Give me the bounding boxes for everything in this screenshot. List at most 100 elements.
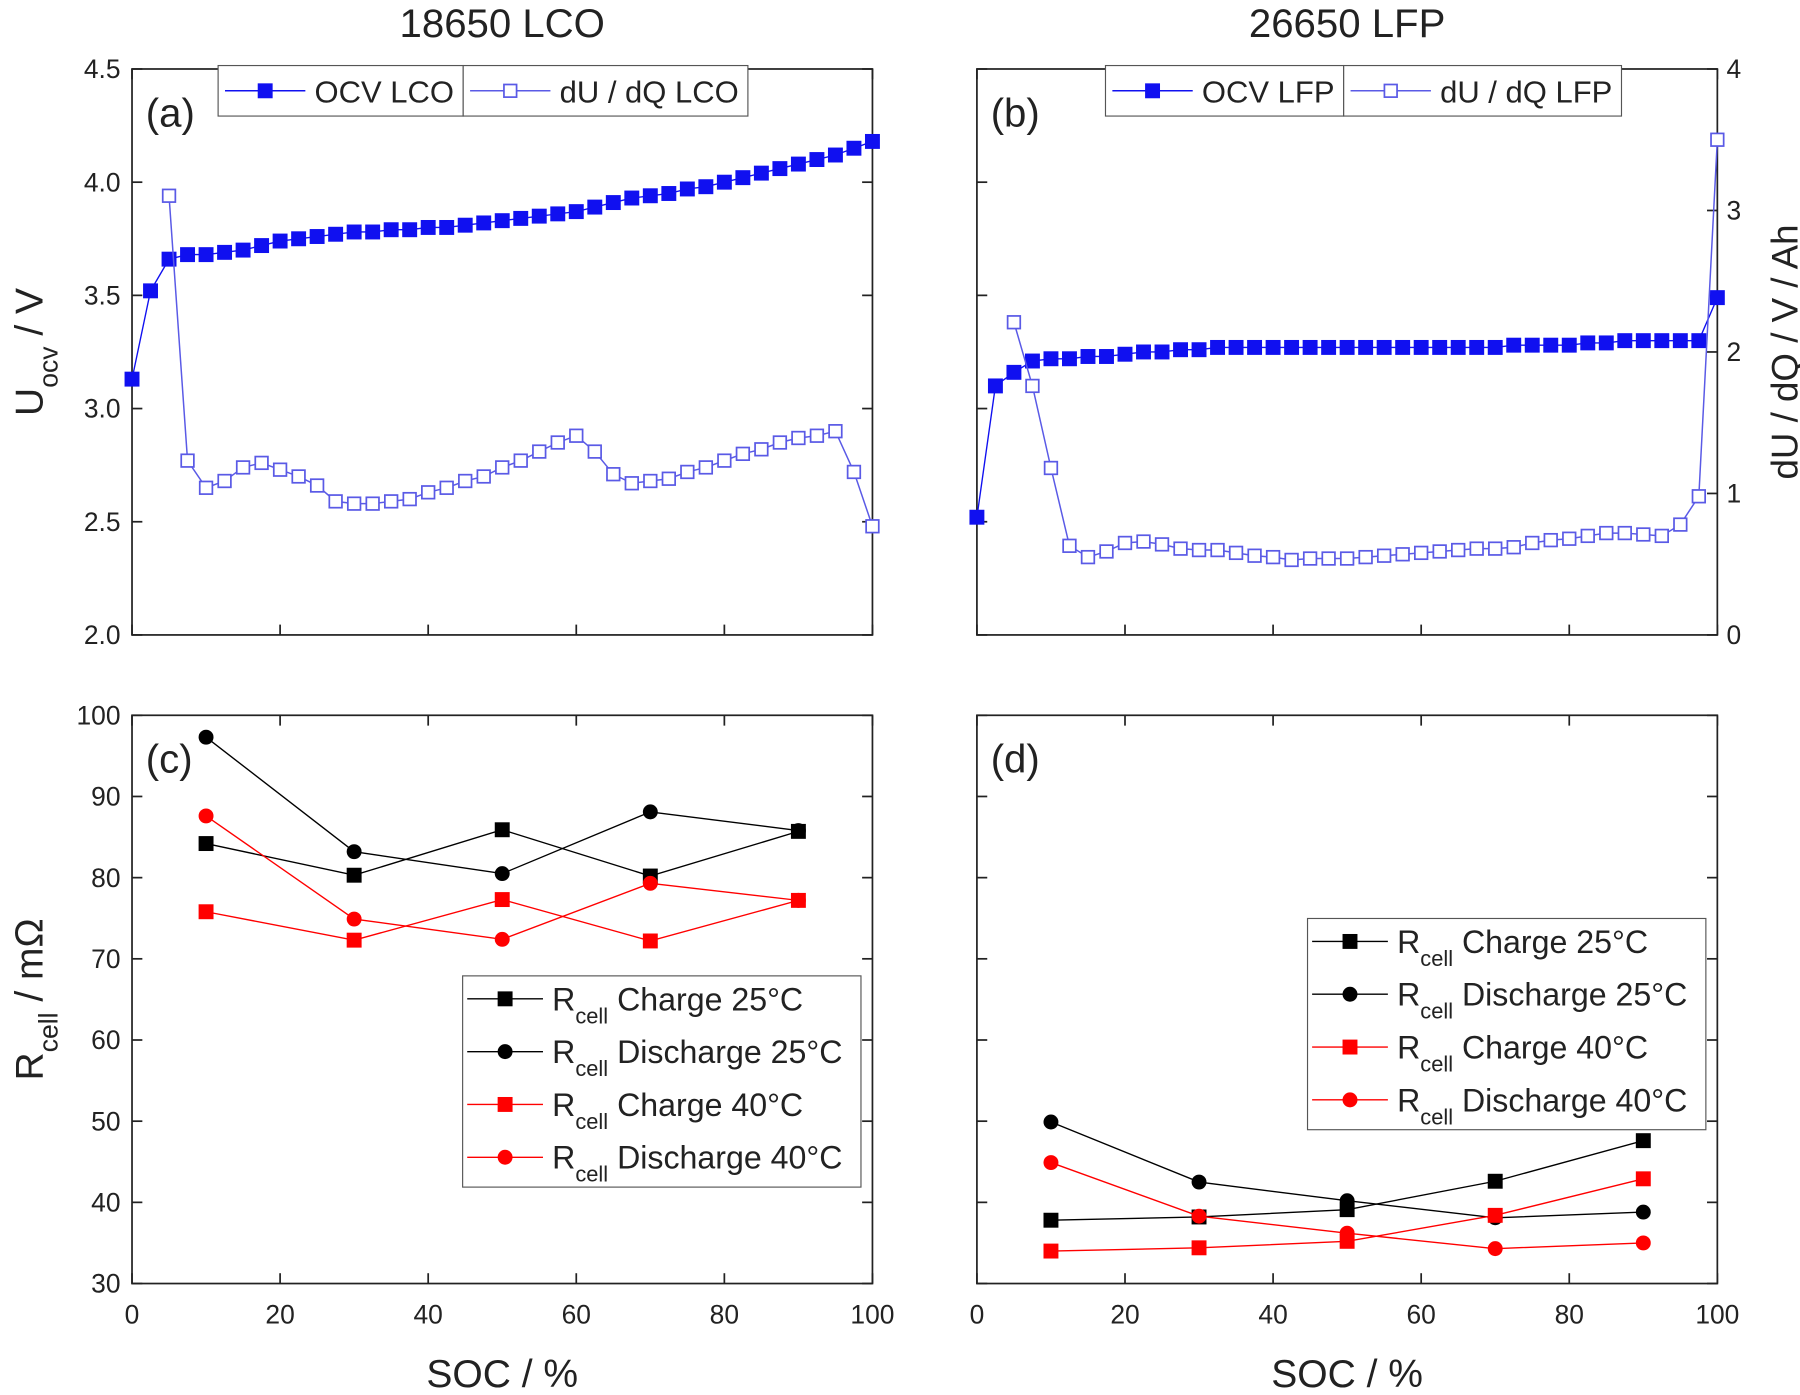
marker — [1210, 542, 1225, 558]
marker — [476, 469, 491, 484]
marker — [1691, 333, 1707, 349]
marker — [513, 210, 529, 226]
marker — [1342, 1092, 1358, 1108]
plot-frame — [131, 714, 874, 1285]
marker — [1302, 551, 1318, 566]
legend-label-text: Charge 40°C — [608, 1087, 803, 1123]
legend-label: OCV LFP — [1202, 74, 1335, 109]
marker — [550, 206, 566, 222]
marker — [513, 453, 528, 468]
legend-label-base: R — [552, 1034, 575, 1070]
marker — [846, 464, 862, 480]
marker — [1395, 547, 1410, 562]
marker — [495, 460, 510, 475]
marker — [624, 190, 640, 206]
marker — [1450, 339, 1466, 355]
marker — [1284, 339, 1300, 355]
y-tick-label: 60 — [91, 1025, 120, 1055]
marker — [1136, 344, 1151, 360]
marker — [1598, 335, 1614, 351]
marker — [1024, 353, 1040, 369]
marker — [1117, 346, 1133, 362]
y-axis-label: Uocv / V — [8, 288, 63, 416]
marker — [1321, 551, 1336, 566]
marker — [1709, 290, 1725, 306]
series-line — [205, 736, 799, 875]
marker — [1099, 544, 1114, 559]
marker — [865, 519, 880, 534]
marker — [1561, 337, 1577, 353]
marker — [1376, 548, 1392, 563]
marker — [1099, 349, 1114, 364]
legend-label-sub: cell — [1420, 945, 1453, 970]
y-tick-label: 90 — [91, 782, 120, 812]
legend-label-text: Discharge 40°C — [608, 1140, 842, 1176]
marker — [827, 147, 843, 163]
y-tick-label: 70 — [91, 944, 120, 974]
marker — [698, 179, 714, 195]
marker — [161, 188, 177, 203]
marker — [457, 217, 473, 233]
marker — [1342, 1039, 1358, 1055]
marker — [458, 473, 473, 489]
marker — [180, 453, 195, 468]
legend-label-base: R — [1397, 1030, 1420, 1066]
marker — [346, 932, 362, 948]
legend-label-text: Discharge 25°C — [608, 1034, 842, 1070]
marker — [217, 473, 232, 489]
marker — [497, 1149, 513, 1165]
marker — [235, 242, 251, 258]
marker — [124, 371, 140, 387]
marker — [1080, 349, 1096, 364]
marker — [679, 181, 695, 197]
marker — [503, 83, 518, 98]
marker — [1173, 541, 1188, 556]
marker — [1469, 339, 1485, 355]
marker — [1191, 342, 1207, 358]
marker — [531, 208, 547, 224]
legend-label-text: Charge 40°C — [1453, 1030, 1648, 1066]
marker — [606, 467, 621, 482]
marker — [1451, 542, 1466, 558]
y-tick-label: 2.0 — [84, 620, 121, 650]
legend-label: Rcell Discharge 40°C — [1397, 1082, 1687, 1129]
marker — [1154, 537, 1170, 552]
marker — [1302, 339, 1318, 355]
marker — [309, 478, 325, 493]
legend-label: Rcell Charge 25°C — [552, 981, 803, 1027]
marker — [383, 222, 399, 238]
y-axis-label-base: U — [8, 388, 51, 416]
marker — [642, 804, 658, 820]
marker — [569, 428, 584, 443]
y-tick-label: 2.5 — [84, 507, 121, 537]
marker — [1432, 339, 1448, 355]
y-tick-label: 80 — [91, 863, 120, 893]
legend-label-base: R — [552, 1087, 575, 1123]
marker — [1413, 339, 1429, 355]
marker — [624, 476, 639, 491]
marker — [309, 229, 325, 244]
marker — [346, 496, 362, 511]
legend-label: Rcell Discharge 40°C — [552, 1140, 842, 1187]
marker — [809, 152, 825, 168]
marker — [1525, 535, 1540, 551]
marker — [1358, 549, 1373, 565]
x-tick-label: 40 — [1258, 1300, 1287, 1330]
marker — [1710, 132, 1725, 147]
marker — [494, 892, 510, 908]
marker — [1265, 549, 1281, 565]
legend-label-sub: cell — [575, 1108, 608, 1133]
x-tick-label: 40 — [414, 1300, 443, 1330]
panel-label: (a) — [146, 90, 195, 135]
marker — [291, 469, 306, 484]
marker — [1635, 1133, 1651, 1149]
marker — [198, 808, 214, 824]
marker — [1043, 460, 1059, 476]
x-axis-label: SOC / % — [426, 1353, 578, 1395]
marker — [1043, 1243, 1059, 1259]
legend-label-base: R — [1397, 977, 1420, 1013]
marker — [1635, 1235, 1651, 1251]
marker — [1562, 531, 1577, 546]
marker — [1321, 339, 1337, 355]
marker — [402, 491, 417, 507]
